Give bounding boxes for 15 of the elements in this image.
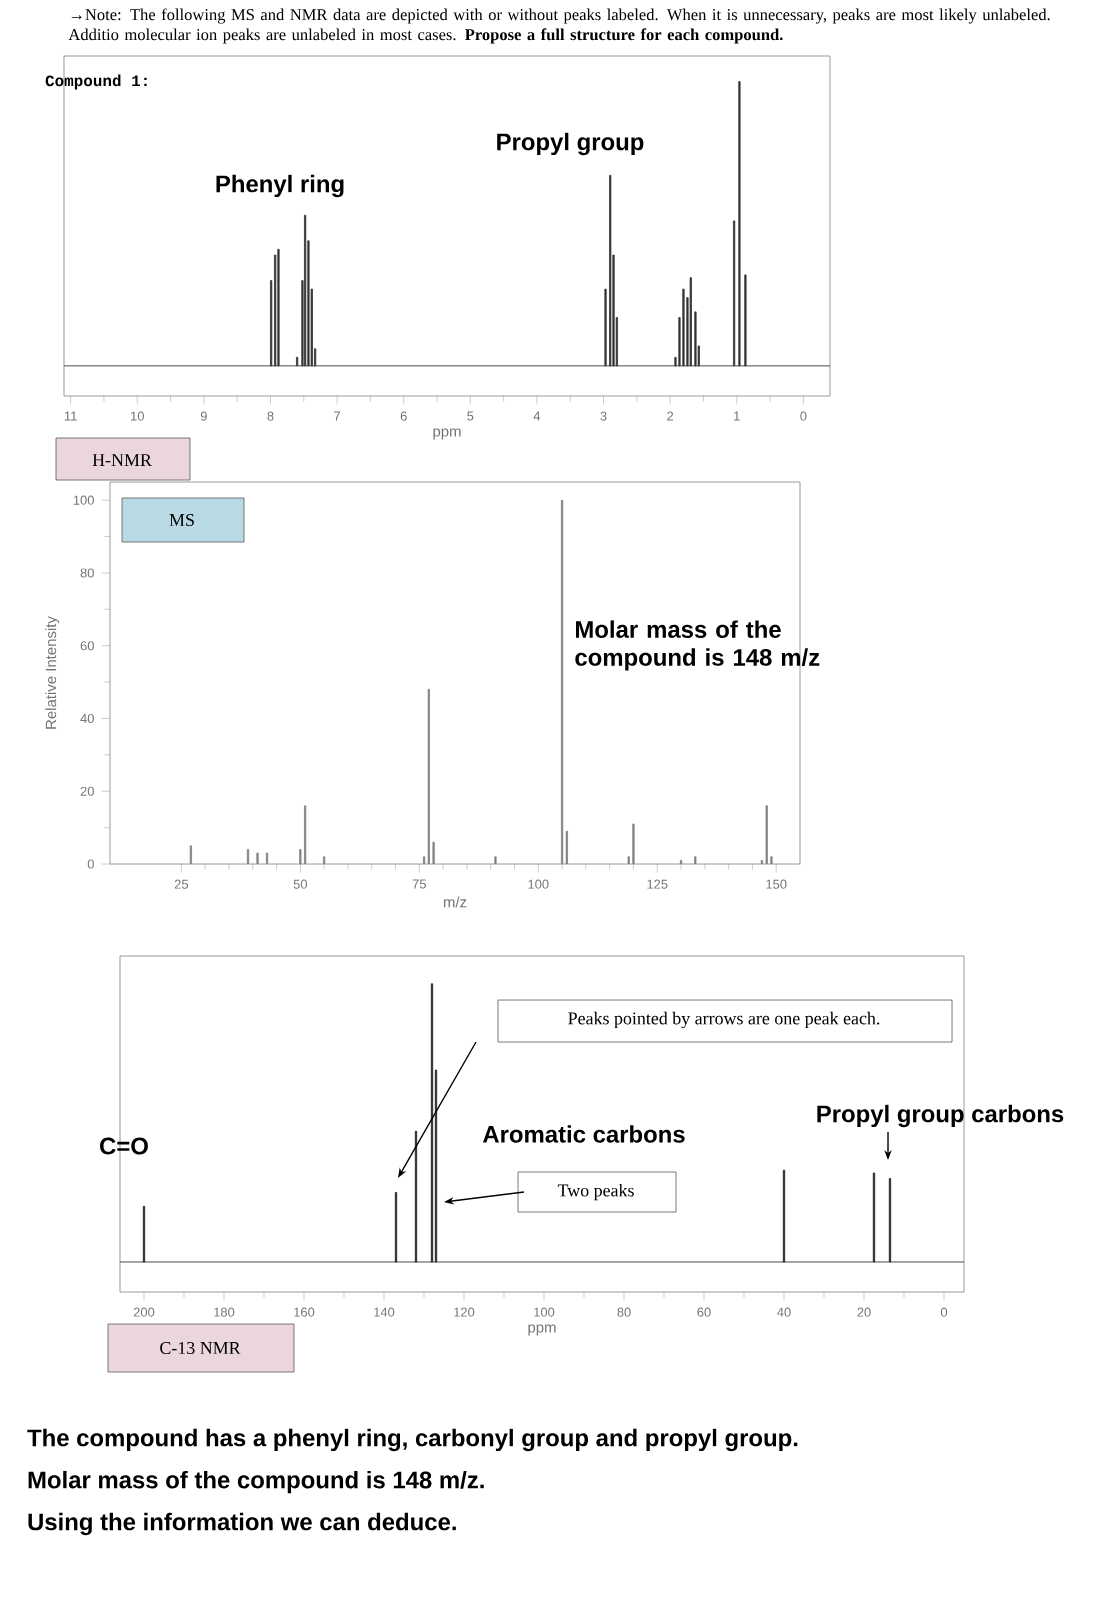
annotation: Propyl group [497, 132, 644, 156]
annotation: Peaks pointed by arrows are one peak each. [568, 1011, 880, 1029]
text: C-13 NMR [160, 1341, 241, 1355]
text: Molar mass of the compound is 148 m/z. [28, 1470, 484, 1494]
annotation: Phenyl ring [216, 174, 344, 198]
annotation: Molar mass of the compound is 148 m/z [575, 620, 820, 671]
text: H-NMR [92, 454, 152, 466]
annotation: C=O [100, 1137, 148, 1155]
annotation: Two peaks [557, 1183, 634, 1201]
text: The compound has a phenyl ring, carbonyl group and propyl group. [27, 1428, 798, 1452]
text: Using the information we can deduce. [28, 1512, 456, 1536]
annotation: MS [169, 513, 194, 527]
text: →Note: The following MS and NMR data are depicted with or without peaks labeled. When it is unnecessary, peaks are most likely unlabeled. Additio molecular ion peaks are unlabeled in most cases. Propose a full structure for each compound. [68, 8, 1050, 44]
annotation: Aromatic carbons [482, 1125, 685, 1143]
annotation: Propyl group carbons [817, 1104, 1064, 1128]
